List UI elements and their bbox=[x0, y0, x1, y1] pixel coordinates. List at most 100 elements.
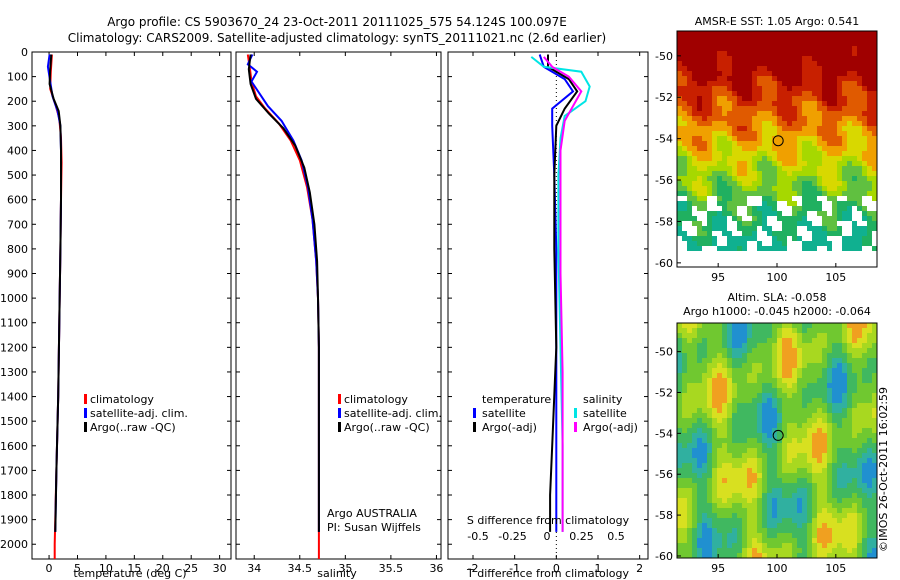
heatmap-cell bbox=[832, 503, 837, 508]
heatmap-cell bbox=[702, 408, 707, 413]
heatmap-cell bbox=[757, 393, 762, 398]
heatmap-cell bbox=[752, 156, 757, 161]
heatmap-cell bbox=[682, 241, 687, 246]
heatmap-cell bbox=[702, 71, 707, 76]
heatmap-cell bbox=[727, 463, 732, 468]
heatmap-cell bbox=[767, 101, 772, 106]
heatmap-cell bbox=[852, 438, 857, 443]
heatmap-cell bbox=[802, 408, 807, 413]
heatmap-cell bbox=[857, 206, 862, 211]
heatmap-cell bbox=[767, 36, 772, 41]
heatmap-cell bbox=[732, 538, 737, 543]
heatmap-cell bbox=[752, 548, 757, 553]
heatmap-cell bbox=[812, 91, 817, 96]
heatmap-cell bbox=[852, 433, 857, 438]
heatmap-cell bbox=[847, 488, 852, 493]
y-tick-label: 2000 bbox=[0, 538, 28, 551]
heatmap-cell bbox=[717, 553, 722, 558]
heatmap-cell bbox=[847, 473, 852, 478]
heatmap-cell bbox=[767, 333, 772, 338]
heatmap-cell bbox=[692, 478, 697, 483]
heatmap-cell bbox=[797, 353, 802, 358]
heatmap-cell bbox=[697, 533, 702, 538]
heatmap-cell bbox=[812, 378, 817, 383]
heatmap-cell bbox=[777, 518, 782, 523]
heatmap-cell bbox=[767, 548, 772, 553]
heatmap-cell bbox=[702, 438, 707, 443]
heatmap-cell bbox=[717, 433, 722, 438]
heatmap-cell bbox=[742, 36, 747, 41]
heatmap-cell bbox=[697, 256, 702, 261]
heatmap-cell bbox=[702, 186, 707, 191]
heatmap-cell bbox=[812, 81, 817, 86]
heatmap-cell bbox=[712, 448, 717, 453]
heatmap-cell bbox=[747, 433, 752, 438]
heatmap-cell bbox=[837, 216, 842, 221]
heatmap-cell bbox=[832, 61, 837, 66]
heatmap-cell bbox=[802, 418, 807, 423]
heatmap-cell bbox=[692, 538, 697, 543]
heatmap-cell bbox=[782, 553, 787, 558]
heatmap-cell bbox=[692, 221, 697, 226]
heatmap-cell bbox=[837, 383, 842, 388]
heatmap-cell bbox=[717, 191, 722, 196]
heatmap-cell bbox=[742, 171, 747, 176]
heatmap-cell bbox=[687, 76, 692, 81]
heatmap-cell bbox=[867, 81, 872, 86]
heatmap-cell bbox=[842, 171, 847, 176]
heatmap-cell bbox=[692, 393, 697, 398]
heatmap-cell bbox=[777, 41, 782, 46]
heatmap-cell bbox=[797, 46, 802, 51]
heatmap-cell bbox=[772, 488, 777, 493]
heatmap-cell bbox=[707, 116, 712, 121]
heatmap-cell bbox=[837, 66, 842, 71]
heatmap-cell bbox=[772, 378, 777, 383]
heatmap-cell bbox=[862, 538, 867, 543]
heatmap-cell bbox=[827, 548, 832, 553]
heatmap-cell bbox=[707, 458, 712, 463]
heatmap-cell bbox=[807, 428, 812, 433]
heatmap-cell bbox=[707, 483, 712, 488]
heatmap-cell bbox=[812, 498, 817, 503]
heatmap-cell bbox=[677, 468, 682, 473]
heatmap-cell bbox=[692, 261, 697, 266]
heatmap-cell bbox=[782, 488, 787, 493]
heatmap-cell bbox=[867, 418, 872, 423]
heatmap-cell bbox=[697, 543, 702, 548]
heatmap-cell bbox=[752, 403, 757, 408]
heatmap-cell bbox=[817, 513, 822, 518]
heatmap-cell bbox=[772, 343, 777, 348]
heatmap-cell bbox=[722, 538, 727, 543]
heatmap-cell bbox=[852, 418, 857, 423]
heatmap-cell bbox=[797, 523, 802, 528]
heatmap-cell bbox=[757, 46, 762, 51]
heatmap-cell bbox=[847, 338, 852, 343]
heatmap-cell bbox=[677, 181, 682, 186]
heatmap-cell bbox=[847, 483, 852, 488]
heatmap-cell bbox=[692, 508, 697, 513]
heatmap-cell bbox=[697, 378, 702, 383]
heatmap-cell bbox=[697, 548, 702, 553]
heatmap-cell bbox=[762, 468, 767, 473]
heatmap-cell bbox=[687, 56, 692, 61]
heatmap-cell bbox=[787, 538, 792, 543]
heatmap-cell bbox=[692, 553, 697, 558]
heatmap-cell bbox=[812, 383, 817, 388]
heatmap-cell bbox=[752, 458, 757, 463]
heatmap-cell bbox=[677, 176, 682, 181]
heatmap-cell bbox=[777, 508, 782, 513]
heatmap-cell bbox=[682, 363, 687, 368]
heatmap-cell bbox=[742, 241, 747, 246]
heatmap-cell bbox=[727, 518, 732, 523]
heatmap-cell bbox=[677, 226, 682, 231]
heatmap-cell bbox=[807, 323, 812, 328]
heatmap-cell bbox=[772, 251, 777, 256]
heatmap-cell bbox=[702, 216, 707, 221]
heatmap-cell bbox=[722, 71, 727, 76]
heatmap-cell bbox=[697, 503, 702, 508]
heatmap-cell bbox=[827, 383, 832, 388]
series-line-temperature-argo-adj- bbox=[547, 54, 579, 532]
heatmap-cell bbox=[767, 206, 772, 211]
heatmap-cell bbox=[772, 236, 777, 241]
heatmap-cell bbox=[692, 418, 697, 423]
